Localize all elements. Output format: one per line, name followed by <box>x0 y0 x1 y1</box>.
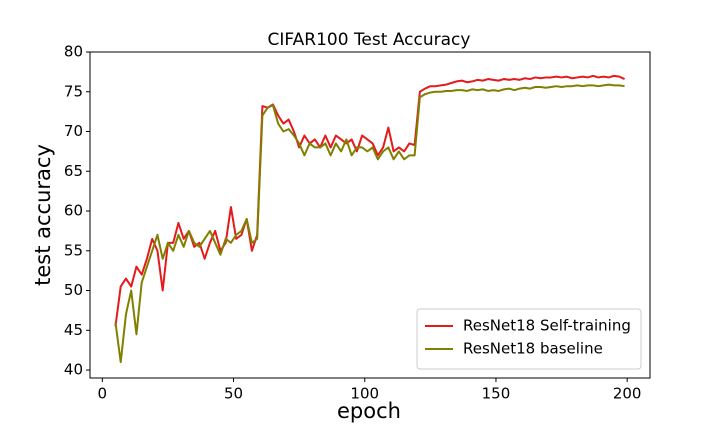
y-tick-label: 60 <box>64 202 83 220</box>
y-tick-label: 40 <box>64 361 83 379</box>
x-axis-label: epoch <box>337 399 401 423</box>
x-tick-label: 200 <box>613 385 642 403</box>
y-axis-label: test accuracy <box>31 144 55 286</box>
chart-title: CIFAR100 Test Accuracy <box>268 30 471 50</box>
y-tick-label: 45 <box>64 321 83 339</box>
x-tick-label: 100 <box>350 385 379 403</box>
series-line <box>114 83 625 364</box>
y-tick-label: 70 <box>64 122 83 140</box>
x-tick-label: 50 <box>224 385 243 403</box>
y-tick-label: 75 <box>64 82 83 100</box>
y-tick-label: 65 <box>64 162 83 180</box>
plot-frame <box>89 51 651 379</box>
legend-label: ResNet18 baseline <box>463 340 603 358</box>
y-tick-label: 55 <box>64 241 83 259</box>
legend-label: ResNet18 Self-training <box>463 317 631 335</box>
y-tick-label: 50 <box>64 281 83 299</box>
series-line <box>114 74 625 327</box>
x-tick-label: 0 <box>98 385 108 403</box>
x-tick-label: 150 <box>482 385 511 403</box>
y-tick-label: 80 <box>64 43 83 61</box>
legend-box <box>416 308 642 370</box>
